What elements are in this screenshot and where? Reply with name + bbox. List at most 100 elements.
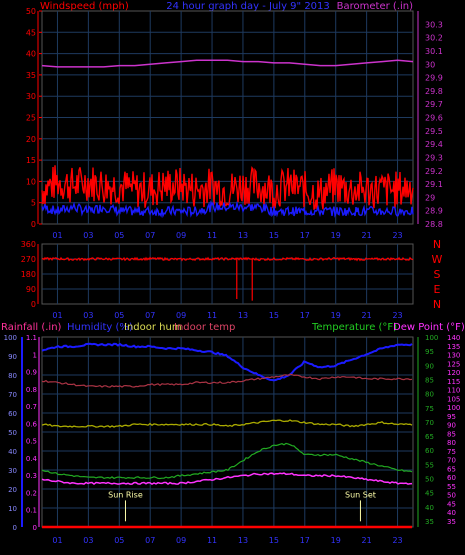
direction-panel-x-tick: 15 [269, 311, 279, 320]
dewpoint-y-tick: 75 [447, 448, 456, 456]
wind-y-tick: 0 [31, 220, 36, 229]
chart-title: 24 hour graph day - July 9" 2013 [166, 1, 330, 12]
dewpoint-y-tick: 115 [447, 378, 460, 386]
baro-y-tick: 29.2 [425, 167, 443, 176]
rain-y-tick: 1 [33, 351, 37, 359]
direction-panel-x-tick: 21 [362, 311, 372, 320]
baro-y-tick: 30 [425, 60, 435, 69]
baro-y-tick: 29.3 [425, 153, 443, 162]
wind-panel-x-tick: 21 [362, 231, 372, 240]
rain-y-tick: 1.1 [26, 334, 37, 342]
dewpoint-y-tick: 65 [447, 465, 456, 473]
rain-y-tick: 0.9 [26, 369, 37, 377]
temperature-y-tick: 65 [425, 433, 434, 441]
wind-y-tick: 30 [26, 92, 36, 101]
sun-label: Sun Rise [108, 490, 143, 499]
dewpoint-y-tick: 100 [447, 404, 460, 412]
wind-y-tick: 40 [26, 50, 36, 59]
compass-label-s: S [434, 268, 441, 281]
humidity-y-tick: 50 [8, 429, 17, 437]
dewpoint-y-tick: 80 [447, 439, 456, 447]
barometer-axis-title: Barometer (.in) [337, 1, 413, 12]
direction-line [41, 256, 414, 262]
dewpoint-y-tick: 125 [447, 360, 460, 368]
direction-panel-x-tick: 01 [52, 311, 62, 320]
dewpoint-y-tick: 120 [447, 369, 460, 377]
rain-y-tick: 0.5 [26, 438, 37, 446]
humidity-y-tick: 0 [13, 524, 17, 532]
sun-label: Sun Set [345, 490, 376, 499]
compass-label-n: N [433, 298, 441, 311]
compass-label-n: N [433, 238, 441, 251]
wind-y-tick: 15 [26, 156, 36, 165]
humidity-line [41, 342, 413, 382]
rain-y-tick: 0.4 [26, 455, 38, 463]
dewpoint-y-tick: 50 [447, 492, 456, 500]
legend-temperature: Temperature (°F) [311, 322, 397, 333]
baro-y-tick: 29.5 [425, 127, 443, 136]
rain-y-tick: 0.7 [26, 403, 37, 411]
direction-y-tick: 270 [21, 255, 36, 264]
baro-y-tick: 29.7 [425, 100, 443, 109]
temperature-y-tick: 40 [425, 504, 434, 512]
dewpoint-y-tick: 95 [447, 413, 456, 421]
temp-panel-x-tick: 13 [238, 536, 248, 545]
temperature-y-tick: 60 [425, 447, 434, 455]
temp-panel-x-tick: 23 [392, 536, 402, 545]
wind-y-tick: 25 [26, 114, 36, 123]
wind-panel-x-tick: 13 [238, 231, 248, 240]
temperature-y-tick: 90 [425, 362, 434, 370]
temperature-y-tick: 55 [425, 461, 434, 469]
rain-y-tick: 0 [33, 524, 37, 532]
dewpoint-y-tick: 105 [447, 395, 460, 403]
humidity-y-tick: 70 [8, 391, 17, 399]
direction-panel-x-tick: 05 [114, 311, 124, 320]
baro-y-tick: 29.6 [425, 114, 443, 123]
wind-panel-x-tick: 17 [300, 231, 310, 240]
humidity-y-tick: 60 [8, 410, 17, 418]
direction-panel-x-tick: 07 [145, 311, 155, 320]
temp-panel-x-tick: 19 [331, 536, 341, 545]
baro-y-tick: 29.8 [425, 87, 443, 96]
legend-indoor-temp: Indoor temp [174, 322, 235, 333]
legend-indoor-hum: Indoor hum [124, 322, 182, 333]
legend-rainfall: Rainfall (.in) [1, 322, 62, 333]
rain-y-tick: 0.2 [26, 489, 37, 497]
humidity-y-tick: 10 [8, 505, 17, 513]
dewpoint-y-tick: 130 [447, 352, 460, 360]
baro-y-tick: 29.9 [425, 74, 443, 83]
temperature-line [41, 442, 413, 480]
humidity-y-tick: 20 [8, 486, 17, 494]
dewpoint-y-tick: 35 [447, 518, 456, 526]
temp-panel-x-tick: 15 [269, 536, 279, 545]
rain-y-tick: 0.1 [26, 507, 37, 515]
dewpoint-y-tick: 45 [447, 500, 456, 508]
direction-y-tick: 360 [21, 240, 36, 249]
dewpoint-y-tick: 90 [447, 422, 456, 430]
wind-panel-x-tick: 19 [331, 231, 341, 240]
temp-panel-x-tick: 01 [52, 536, 62, 545]
compass-label-e: E [434, 283, 441, 296]
temperature-y-tick: 80 [425, 391, 434, 399]
wind-y-tick: 45 [26, 28, 36, 37]
temperature-y-tick: 45 [425, 490, 434, 498]
wind-panel-x-tick: 03 [83, 231, 93, 240]
legend-humidity: Humidity (%) [67, 322, 133, 333]
wind-panel-x-tick: 01 [52, 231, 62, 240]
direction-y-tick: 0 [31, 300, 36, 309]
indoor-temp-line [41, 373, 413, 388]
legend-dew-point: Dew Point (°F) [393, 322, 465, 333]
temperature-y-tick: 50 [425, 476, 434, 484]
wind-panel-x-tick: 11 [207, 231, 217, 240]
temperature-y-tick: 100 [425, 334, 438, 342]
dew-point-line [41, 472, 413, 486]
direction-y-tick: 180 [21, 270, 36, 279]
baro-y-tick: 29 [425, 193, 435, 202]
humidity-y-tick: 80 [8, 372, 17, 380]
humidity-y-tick: 100 [4, 334, 17, 342]
wind-y-tick: 50 [26, 7, 36, 16]
baro-y-tick: 30.3 [425, 20, 443, 29]
wind-y-tick: 10 [26, 177, 36, 186]
